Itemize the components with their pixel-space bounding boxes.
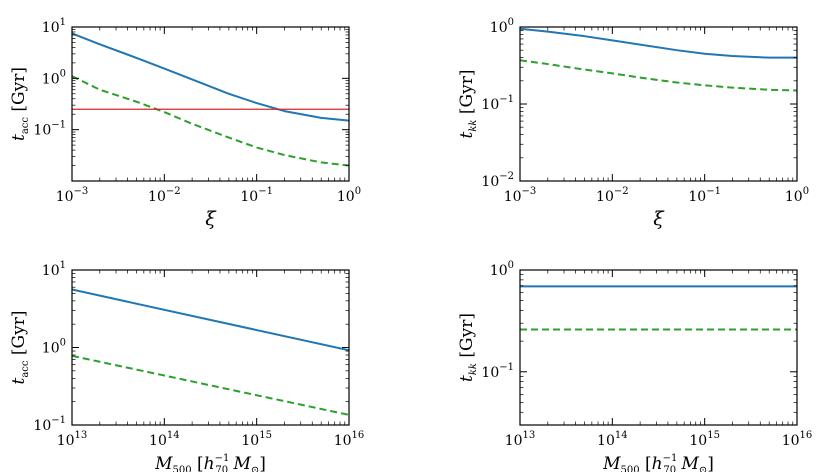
- panel-bottom-left: 1013 1014 1015 1016 10−1 100 101 M500 [h−1 70 M⊙…: [9, 260, 364, 472]
- x-tick-label: 10−2: [148, 186, 181, 205]
- y-tick-label: 100: [42, 68, 66, 87]
- axes-frame: [519, 269, 798, 426]
- series-solid-line: [520, 27, 797, 59]
- y-tick-label: 10−1: [481, 94, 514, 113]
- x-tick-label: 1013: [57, 430, 88, 449]
- y-tick-label: 10−1: [33, 120, 66, 139]
- x-axis-label: ξ: [653, 208, 665, 230]
- series-dashed-line: [72, 75, 349, 167]
- y-axis-label: tacc [Gyr]: [9, 67, 31, 141]
- series-solid-line: [72, 288, 349, 352]
- y-tick-label: 101: [42, 17, 66, 36]
- y-tick-label: 100: [42, 338, 66, 357]
- y-axis-label: tacc [Gyr]: [9, 311, 31, 385]
- series-dashed-line: [72, 354, 349, 416]
- x-tick-label: 100: [785, 186, 809, 205]
- y-tick-label: 10−2: [481, 171, 514, 190]
- x-tick-label: 1014: [149, 430, 180, 449]
- series-dashed-line: [520, 59, 797, 92]
- x-tick-label: 10−2: [596, 186, 629, 205]
- x-axis-label: M500 [h−1 70 M⊙]: [154, 453, 266, 472]
- x-tick-label: 10−1: [688, 186, 721, 205]
- x-tick-label: 1015: [689, 430, 720, 449]
- axes-frame: [71, 269, 350, 426]
- x-tick-label: 10−3: [504, 186, 537, 205]
- x-tick-label: 1016: [782, 430, 813, 449]
- y-axis-label: tkk [Gyr]: [457, 70, 479, 139]
- x-axis-label: ξ: [205, 208, 217, 230]
- x-tick-label: 1013: [505, 430, 536, 449]
- y-tick-label: 10−1: [33, 415, 66, 434]
- x-tick-label: 1015: [241, 430, 272, 449]
- axes-frame: [71, 26, 350, 182]
- y-tick-label: 100: [490, 17, 514, 36]
- x-tick-label: 10−1: [240, 186, 273, 205]
- y-tick-label: 101: [42, 260, 66, 279]
- x-tick-label: 100: [337, 186, 361, 205]
- x-tick-label: 1016: [334, 430, 365, 449]
- axes-frame: [519, 26, 798, 182]
- panel-bottom-right: 1013 1014 1015 1016 10−1 100 M500 [h−1 70 M⊙] tk…: [457, 260, 812, 472]
- panel-top-left: 10−3 10−2 10−1 100 10−1 100 101 ξ tacc [Gyr]: [9, 17, 361, 230]
- x-axis-label: M500 [h−1 70 M⊙]: [602, 453, 714, 472]
- x-tick-label: 10−3: [56, 186, 89, 205]
- x-tick-label: 1014: [597, 430, 628, 449]
- y-tick-label: 100: [490, 260, 514, 279]
- y-axis-label: tkk [Gyr]: [457, 313, 479, 382]
- series-solid-line: [72, 32, 349, 122]
- y-tick-label: 10−1: [481, 362, 514, 381]
